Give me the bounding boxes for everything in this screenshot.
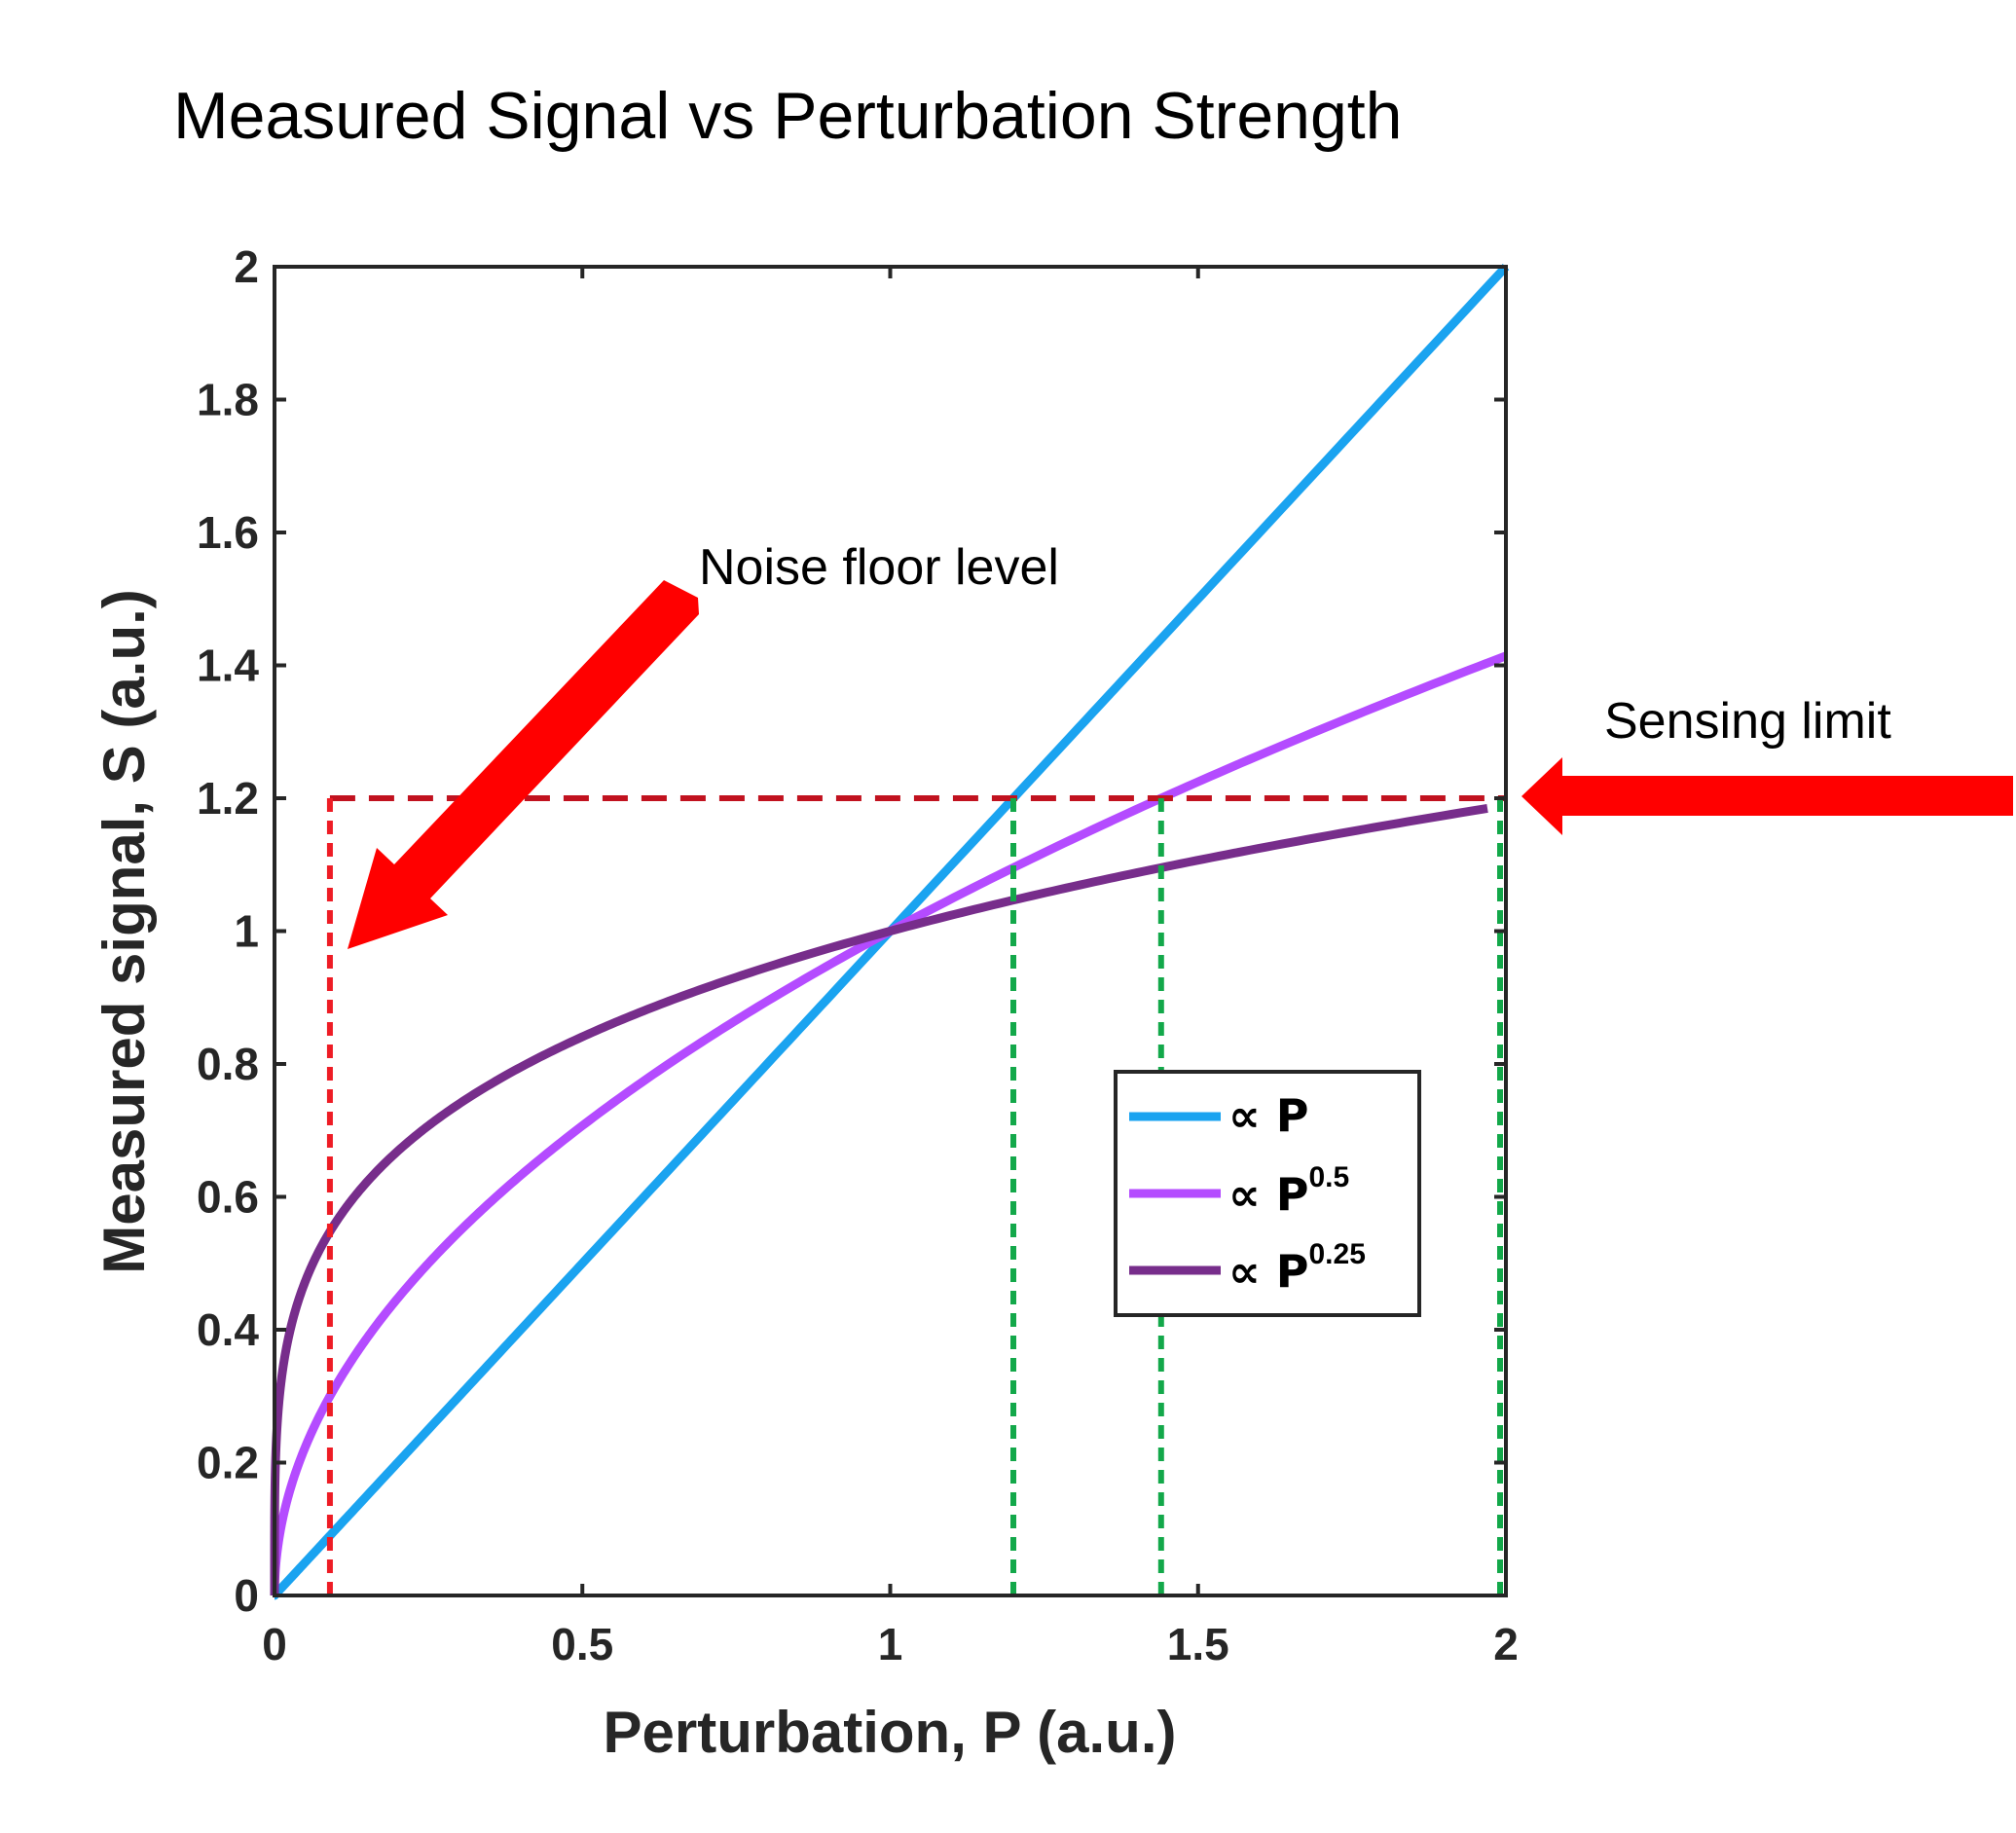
y-tick-label: 0.4 [197, 1304, 259, 1355]
chart-title: Measured Signal vs Perturbation Strength [173, 79, 1402, 153]
y-tick-label: 1 [234, 906, 259, 957]
x-tick-label: 2 [1493, 1619, 1519, 1669]
y-tick-label: 1.4 [197, 641, 259, 691]
y-tick-label: 0 [234, 1570, 259, 1621]
legend-label-p-0-25: ∝ P0.25 [1228, 1238, 1366, 1298]
y-tick-label: 0.6 [197, 1172, 259, 1223]
legend: ∝ P ∝ P0.5 ∝ P0.25 [1114, 1070, 1421, 1317]
x-tick-label: 0.5 [551, 1619, 613, 1669]
noise-floor-arrow [348, 580, 699, 949]
series-layer [270, 263, 1510, 1600]
noise-floor-annotation: Noise floor level [699, 539, 1059, 596]
x-tick-label: 0 [262, 1619, 287, 1669]
y-axis-label: Measured signal, S (a.u.) [92, 589, 157, 1274]
y-tick-label: 1.8 [197, 375, 259, 425]
series-line-0 [270, 263, 1510, 1600]
sensing-limit-arrow [1521, 757, 2013, 835]
x-axis-label: Perturbation, P (a.u.) [604, 1700, 1177, 1765]
series-line-1 [270, 651, 1508, 1600]
series-line-2 [270, 803, 1488, 1595]
x-tick-label: 1.5 [1167, 1619, 1229, 1669]
y-tick-label: 1.2 [197, 773, 259, 824]
axis-ticks: 0 0.5 1 1.5 2 0 0.2 0.4 0.6 0.8 1 1.2 1.4 1.6 1.8 2 [197, 241, 1519, 1669]
sensing-limit-annotation: Sensing limit [1604, 693, 1891, 750]
reference-lines [326, 795, 1506, 1595]
x-tick-label: 1 [878, 1619, 903, 1669]
legend-label-p: ∝ P [1228, 1089, 1308, 1142]
y-tick-label: 0.2 [197, 1438, 259, 1488]
y-tick-label: 0.8 [197, 1039, 259, 1089]
legend-label-p-0-5: ∝ P0.5 [1228, 1161, 1349, 1221]
y-tick-label: 2 [234, 241, 259, 292]
y-tick-label: 1.6 [197, 507, 259, 558]
